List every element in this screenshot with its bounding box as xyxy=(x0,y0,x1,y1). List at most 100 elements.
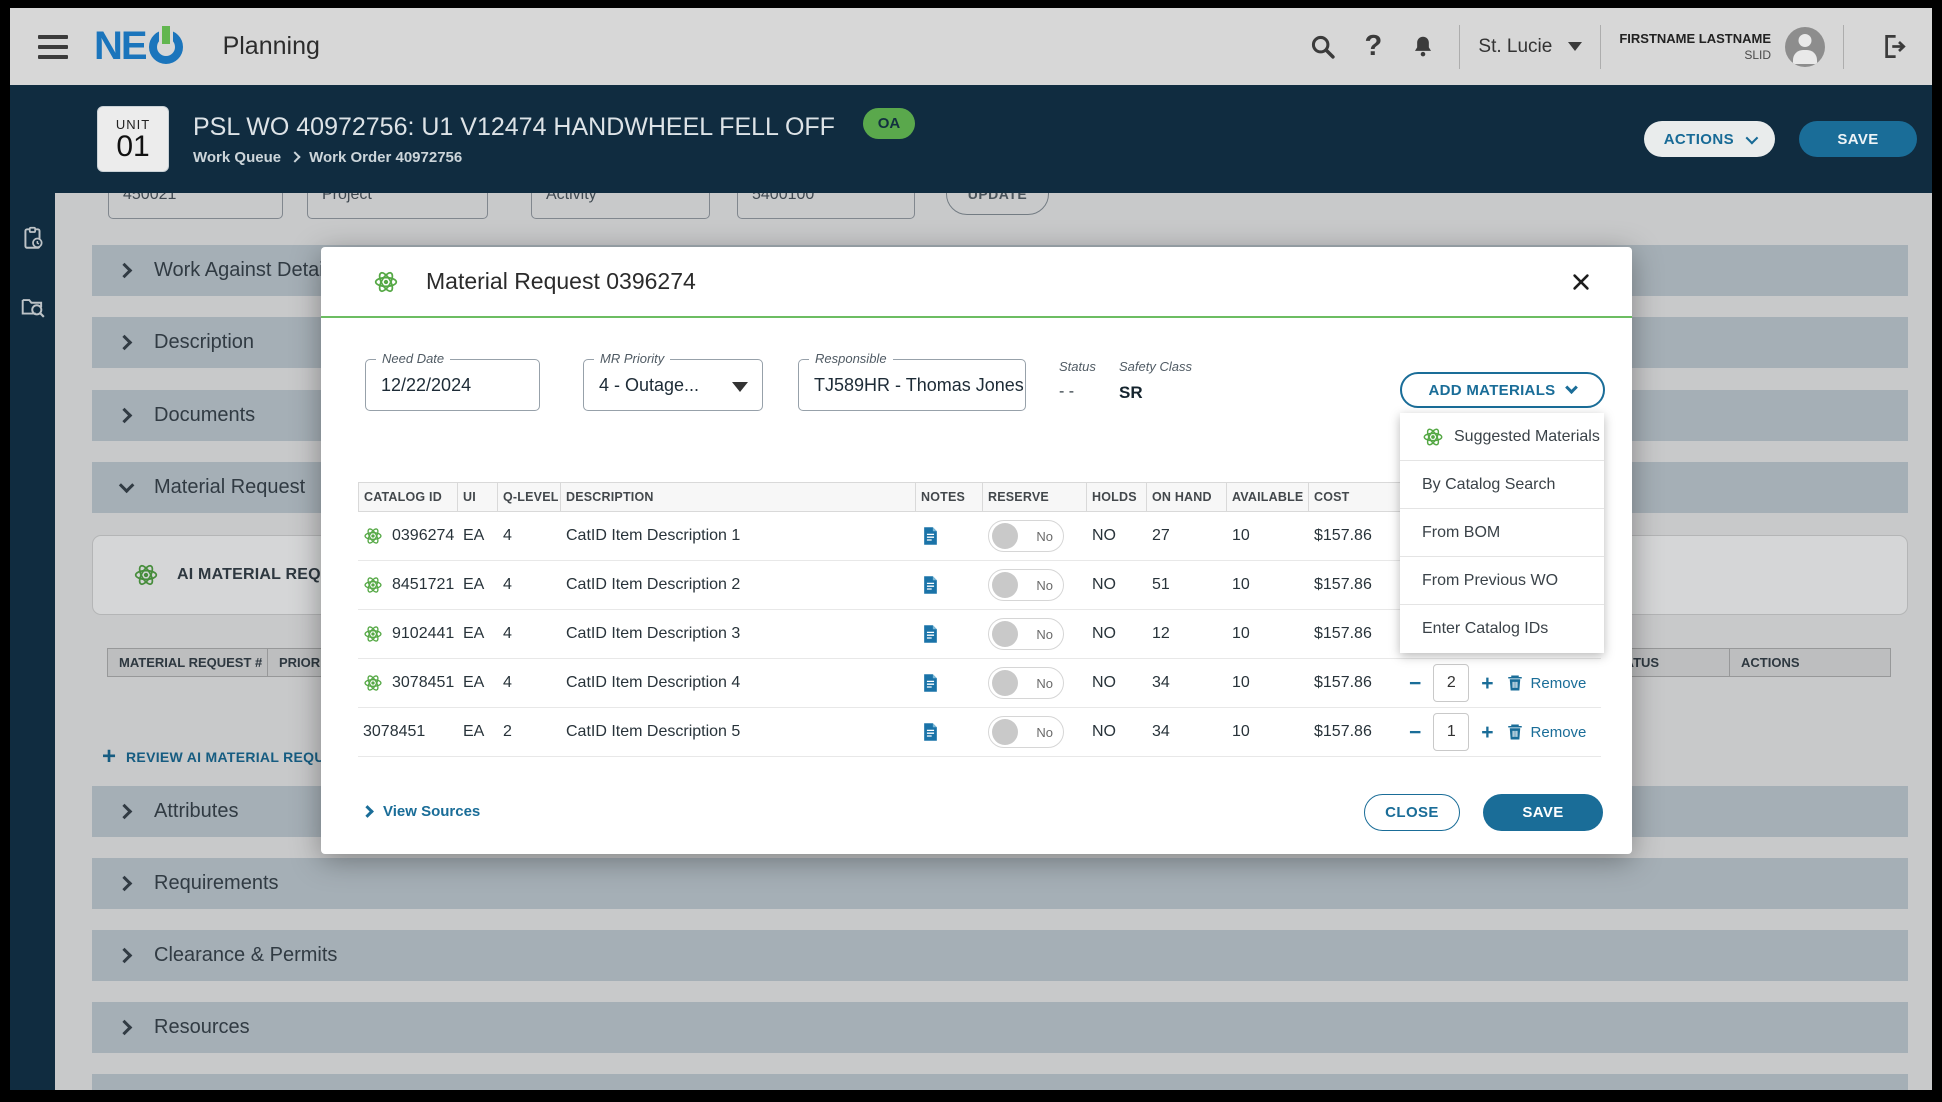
review-ai-material-request-link[interactable]: + REVIEW AI MATERIAL REQUES xyxy=(102,745,344,769)
background-field-1[interactable]: 450021 xyxy=(108,193,283,219)
close-icon[interactable] xyxy=(1566,267,1596,297)
breadcrumb-work-queue[interactable]: Work Queue xyxy=(193,148,282,166)
divider xyxy=(1600,24,1602,69)
left-sidebar xyxy=(10,193,55,1090)
section-requirements[interactable]: Requirements xyxy=(92,858,1908,909)
user-id: SLID xyxy=(1744,48,1771,62)
notes-cell[interactable] xyxy=(916,623,983,645)
background-field-activity[interactable]: Activity xyxy=(531,193,710,219)
search-icon[interactable] xyxy=(1305,29,1341,65)
quantity-input[interactable]: 2 xyxy=(1433,664,1470,702)
neo-logo-text: NE xyxy=(94,24,148,68)
catalog-id: 9102441 xyxy=(392,625,455,642)
site-selector[interactable]: St. Lucie xyxy=(1478,36,1583,58)
menu-item-enter-catalog-ids[interactable]: Enter Catalog IDs xyxy=(1422,620,1549,637)
remove-button[interactable]: Remove xyxy=(1506,722,1586,742)
ui-value: EA xyxy=(463,674,485,691)
responsible-value: TJ589HR - Thomas Jones xyxy=(814,375,1024,395)
cost-value: $157.86 xyxy=(1314,576,1372,593)
column-on-hand: ON HAND xyxy=(1147,483,1227,511)
responsible-field[interactable]: Responsible TJ589HR - Thomas Jones xyxy=(798,351,1026,411)
section-clearance-permits[interactable]: Clearance & Permits xyxy=(92,930,1908,981)
reserve-toggle[interactable]: No xyxy=(988,569,1064,601)
quantity-increment-button[interactable]: + xyxy=(1481,671,1494,695)
note-document-icon[interactable] xyxy=(921,574,940,596)
reserve-toggle[interactable]: No xyxy=(988,618,1064,650)
notifications-bell-icon[interactable] xyxy=(1405,29,1441,65)
section-label: Clearance & Permits xyxy=(154,944,338,966)
avatar-icon xyxy=(1785,26,1825,67)
q-level-value: 4 xyxy=(503,576,512,593)
breadcrumb: Work Queue Work Order 40972756 xyxy=(193,149,835,166)
menu-item-from-bom[interactable]: From BOM xyxy=(1400,509,1604,557)
logout-icon[interactable] xyxy=(1876,29,1912,65)
modal-save-button[interactable]: SAVE xyxy=(1483,794,1603,831)
on-hand-value: 34 xyxy=(1152,674,1170,691)
background-field-project-label: Project xyxy=(322,193,372,203)
column-cost: COST xyxy=(1309,483,1404,511)
folder-search-icon[interactable] xyxy=(20,293,46,319)
on-hand-value: 27 xyxy=(1152,527,1170,544)
reserve-value: No xyxy=(1036,577,1053,593)
notes-cell[interactable] xyxy=(916,525,983,547)
need-date-value: 12/22/2024 xyxy=(381,375,472,395)
reserve-toggle[interactable]: No xyxy=(988,667,1064,699)
help-icon[interactable]: ? xyxy=(1364,30,1383,62)
table-row: 9102441 EA 4 CatID Item Description 3 No… xyxy=(358,610,1601,659)
mr-priority-select[interactable]: MR Priority 4 - Outage... xyxy=(583,351,763,411)
user-menu[interactable]: FIRSTNAME LASTNAME SLID xyxy=(1619,26,1825,67)
remove-button[interactable]: Remove xyxy=(1506,673,1586,693)
add-materials-button[interactable]: ADD MATERIALS xyxy=(1400,372,1605,408)
q-level-value: 2 xyxy=(503,723,512,740)
note-document-icon[interactable] xyxy=(921,721,940,743)
notes-cell[interactable] xyxy=(916,672,983,694)
toggle-knob xyxy=(992,719,1018,745)
note-document-icon[interactable] xyxy=(921,672,940,694)
quantity-input[interactable]: 1 xyxy=(1433,713,1470,751)
add-materials-menu: Suggested Materials By Catalog Search Fr… xyxy=(1400,413,1604,653)
q-level-value: 4 xyxy=(503,527,512,544)
reserve-value: No xyxy=(1036,675,1053,691)
note-document-icon[interactable] xyxy=(921,623,940,645)
section-label: Work Against Detail xyxy=(154,259,329,281)
actions-button[interactable]: ACTIONS xyxy=(1643,121,1775,157)
background-field-4[interactable]: 5400100 xyxy=(737,193,915,219)
background-field-project[interactable]: Project xyxy=(307,193,488,219)
materials-table: CATALOG ID UI Q-LEVEL DESCRIPTION NOTES … xyxy=(358,482,1601,757)
quantity-decrement-button[interactable]: − xyxy=(1409,671,1422,695)
plus-icon: + xyxy=(102,743,117,770)
column-actions: ACTIONS xyxy=(1730,648,1891,677)
reserve-toggle[interactable]: No xyxy=(988,520,1064,552)
catalog-id: 8451721 xyxy=(392,576,455,593)
description-value: CatID Item Description 1 xyxy=(566,527,741,544)
quantity-decrement-button[interactable]: − xyxy=(1409,720,1422,744)
neo-power-o-icon xyxy=(148,25,183,64)
view-sources-link[interactable]: View Sources xyxy=(361,803,480,820)
q-level-value: 4 xyxy=(503,674,512,691)
quantity-increment-button[interactable]: + xyxy=(1481,720,1494,744)
top-navbar: NE Planning ? St. Lucie FIRSTNAME LASTNA… xyxy=(10,8,1932,85)
mr-priority-value: 4 - Outage... xyxy=(599,375,700,395)
header-save-button[interactable]: SAVE xyxy=(1799,121,1917,157)
reserve-toggle[interactable]: No xyxy=(988,716,1064,748)
holds-value: NO xyxy=(1092,576,1116,593)
ai-atom-icon xyxy=(374,271,398,292)
neo-logo: NE xyxy=(94,24,183,69)
hamburger-menu-icon[interactable] xyxy=(38,34,68,59)
menu-item-by-catalog-search[interactable]: By Catalog Search xyxy=(1400,461,1604,509)
need-date-field[interactable]: Need Date 12/22/2024 xyxy=(365,351,540,411)
notes-cell[interactable] xyxy=(916,574,983,596)
section-partial[interactable] xyxy=(92,1074,1908,1090)
menu-item-from-previous-wo[interactable]: From Previous WO xyxy=(1400,557,1604,605)
menu-item-suggested-materials[interactable]: Suggested Materials xyxy=(1400,413,1604,461)
note-document-icon[interactable] xyxy=(921,525,940,547)
section-resources[interactable]: Resources xyxy=(92,1002,1908,1053)
column-material-request: MATERIAL REQUEST # xyxy=(107,648,268,677)
add-materials-label: ADD MATERIALS xyxy=(1428,381,1556,399)
notes-cell[interactable] xyxy=(916,721,983,743)
reserve-value: No xyxy=(1036,724,1053,740)
modal-close-button[interactable]: CLOSE xyxy=(1364,794,1460,831)
ai-atom-icon xyxy=(364,675,382,691)
clipboard-clock-icon[interactable] xyxy=(20,225,46,251)
chevron-right-icon xyxy=(289,151,301,163)
